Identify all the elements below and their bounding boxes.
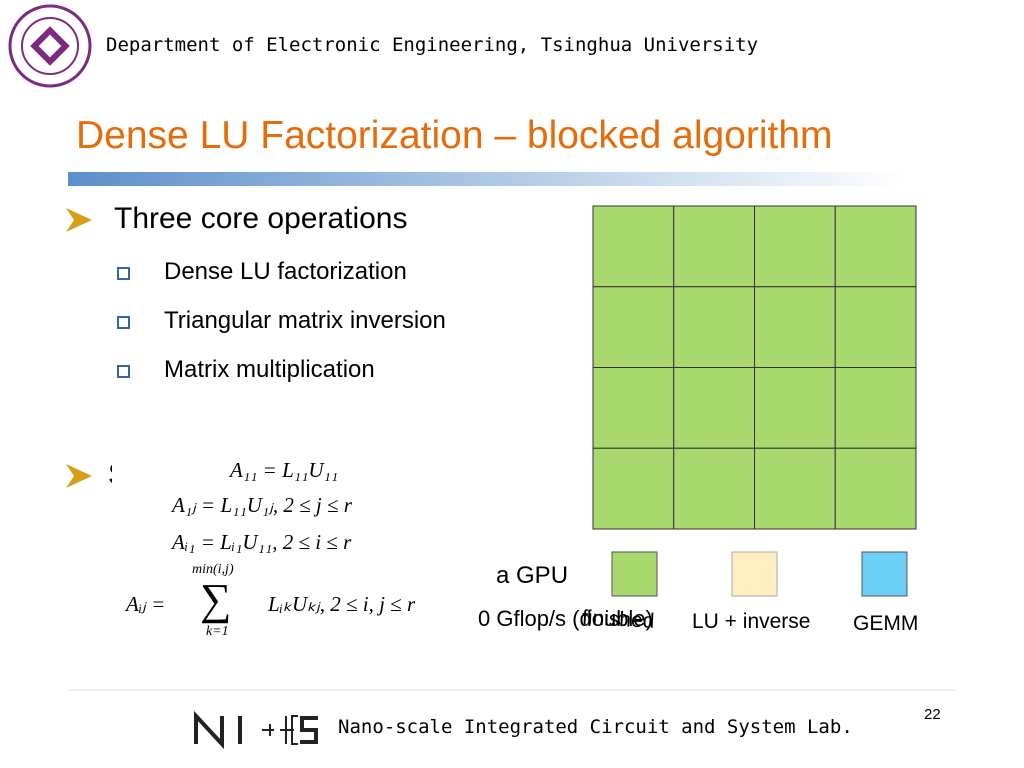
equation: A₁₁ = L₁₁U₁₁	[230, 458, 339, 482]
matrix-block	[754, 367, 836, 449]
matrix-block	[834, 447, 917, 530]
equation-image	[112, 450, 482, 645]
legend-label: finished	[581, 606, 655, 633]
legend-label: GEMM	[853, 612, 919, 635]
bullet: Three core operations	[114, 202, 408, 235]
legend-label: LU + inverse	[692, 610, 811, 633]
sum-symbol: ∑	[200, 575, 232, 624]
matrix-block	[754, 286, 836, 368]
matrix-block	[834, 367, 917, 449]
matrix-block	[592, 447, 675, 530]
sum-lower: k=1	[206, 624, 229, 639]
matrix-block	[592, 367, 675, 449]
bullet-markers	[66, 208, 130, 582]
sub-bullet: Matrix multiplication	[164, 356, 375, 383]
nics-logo	[194, 710, 318, 750]
matrix-block	[673, 286, 755, 368]
matrix-block	[592, 286, 675, 368]
block-grid	[592, 205, 917, 530]
equation: Aᵢ₁ = Lᵢ₁U₁₁, 2 ≤ i ≤ r	[172, 530, 352, 554]
university-seal	[8, 4, 92, 88]
lab-name: Nano-scale Integrated Circuit and System…	[338, 716, 853, 738]
matrix-block	[754, 205, 836, 288]
matrix-block	[754, 447, 836, 530]
sub-bullet: Dense LU factorization	[164, 258, 407, 285]
title-underline	[68, 172, 908, 186]
matrix-block	[834, 286, 917, 368]
sub-bullet: a GPU	[496, 562, 569, 589]
page-number: 22	[924, 706, 941, 723]
institution: Department of Electronic Engineering, Ts…	[106, 34, 759, 56]
matrix-block	[673, 367, 755, 449]
sum-upper: min(i,j)	[192, 562, 234, 577]
equation: LᵢₖUₖⱼ, 2 ≤ i, j ≤ r	[268, 592, 416, 616]
matrix-block	[673, 447, 755, 530]
equation: Aᵢⱼ =	[126, 592, 166, 616]
matrix-block	[592, 205, 675, 288]
matrix-block	[834, 205, 917, 288]
sub-bullet: 0 Gflop/s (double)	[478, 606, 653, 631]
equation: A₁ⱼ = L₁₁U₁ⱼ, 2 ≤ j ≤ r	[172, 493, 352, 517]
sub-bullet: Triangular matrix inversion	[164, 307, 446, 334]
slide-title: Dense LU Factorization – blocked algorit…	[76, 114, 833, 157]
matrix-block	[673, 205, 755, 288]
legend-swatches	[611, 551, 908, 597]
